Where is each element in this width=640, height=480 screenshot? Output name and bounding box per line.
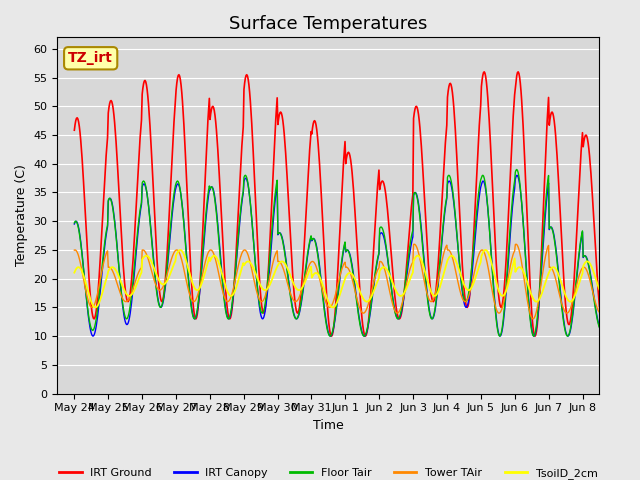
- Title: Surface Temperatures: Surface Temperatures: [229, 15, 428, 33]
- Text: TZ_irt: TZ_irt: [68, 51, 113, 65]
- Y-axis label: Temperature (C): Temperature (C): [15, 165, 28, 266]
- X-axis label: Time: Time: [313, 419, 344, 432]
- Legend: IRT Ground, IRT Canopy, Floor Tair, Tower TAir, TsoilD_2cm: IRT Ground, IRT Canopy, Floor Tair, Towe…: [55, 463, 602, 480]
